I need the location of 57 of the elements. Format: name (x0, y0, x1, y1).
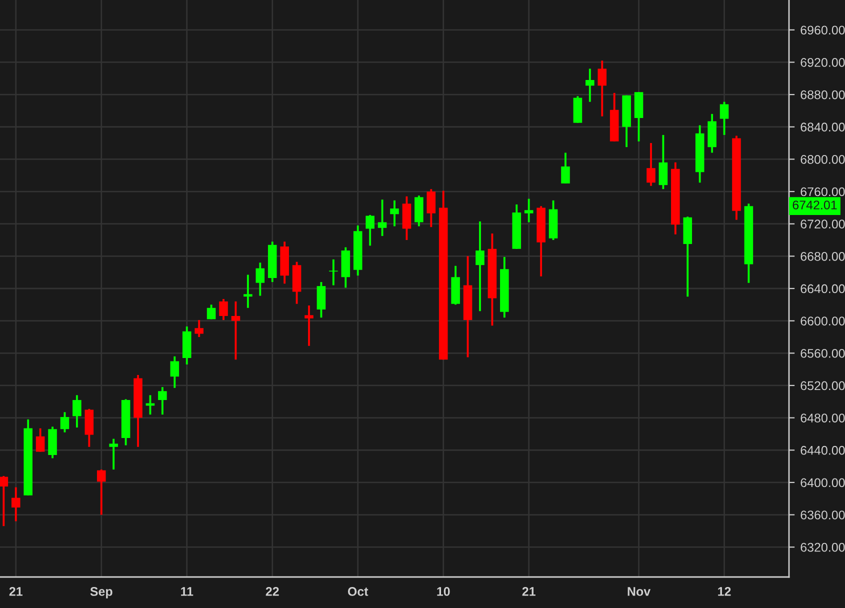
y-tick-label: 6320.00 (800, 542, 845, 552)
candlestick (658, 134, 668, 190)
x-tick-label: 12 (718, 587, 731, 596)
candlestick (378, 198, 387, 237)
y-tick-label: 6880.00 (800, 90, 845, 100)
candlestick (390, 199, 399, 228)
candlestick (231, 300, 240, 361)
candlestick (206, 304, 216, 320)
y-tick-label: 6560.00 (800, 348, 845, 358)
candlestick (158, 386, 167, 416)
y-tick-label: 6640.00 (800, 284, 845, 294)
candlestick (304, 304, 314, 347)
candlestick (426, 188, 436, 228)
x-tick-label: 21 (9, 587, 22, 596)
candlestick (524, 198, 534, 224)
candlestick (170, 355, 180, 389)
candlestick (720, 100, 729, 136)
candlestick (96, 468, 106, 516)
candlestick (366, 214, 374, 247)
x-tick-label: 10 (437, 587, 450, 596)
candlestick (219, 298, 228, 321)
y-tick-label: 6760.00 (800, 187, 845, 196)
y-tick-label: 6520.00 (800, 381, 845, 390)
y-tick-label: 6800.00 (800, 155, 845, 164)
candlestick (256, 262, 265, 297)
x-tick-label: 11 (181, 587, 194, 596)
x-tick-label: Sep (90, 587, 112, 598)
candlestick (586, 68, 594, 103)
y-tick-label: 6960.00 (800, 26, 845, 35)
y-tick-label: 6400.00 (800, 478, 845, 488)
candlestick (646, 142, 656, 187)
y-tick-label: 6920.00 (800, 58, 845, 67)
candlestick (561, 152, 570, 184)
x-tick-label: 22 (266, 587, 279, 596)
y-tick-label: 6480.00 (800, 414, 845, 422)
candlestick (316, 281, 326, 319)
candlestick (476, 220, 484, 312)
y-tick-label: 6440.00 (800, 446, 845, 455)
y-tick-label: 6600.00 (800, 316, 845, 326)
x-tick-label: Nov (628, 587, 651, 596)
text: 6742.01 (792, 200, 837, 210)
candlestick (598, 60, 607, 118)
x-tick-label: Oct (348, 587, 368, 596)
candlestick (329, 258, 338, 286)
y-tick-label: 6720.00 (800, 220, 845, 228)
candlestick (11, 486, 20, 522)
candlestick (72, 394, 82, 428)
candlestick (0, 475, 8, 528)
candlestick (109, 438, 118, 470)
y-tick-label: 6680.00 (800, 252, 845, 261)
candlestick (244, 274, 252, 309)
candlestick (194, 319, 204, 338)
x-tick-label: 21 (522, 587, 536, 596)
candlestick (60, 411, 70, 434)
candlestick (36, 427, 45, 453)
y-tick-label: 6840.00 (800, 122, 845, 132)
y-tick-label: 6360.00 (800, 510, 845, 520)
